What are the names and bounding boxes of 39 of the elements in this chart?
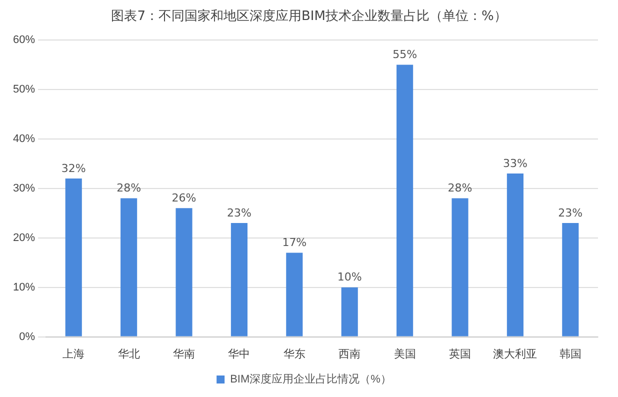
y-tick-label: 10% [12, 281, 36, 294]
x-tick-label: 华南 [173, 347, 196, 360]
bar [452, 198, 468, 336]
x-tick-label: 西南 [338, 347, 361, 360]
y-tick-label: 50% [12, 84, 36, 96]
data-label: 23% [558, 206, 583, 220]
bar [65, 178, 82, 336]
x-tick-label: 澳大利亚 [493, 347, 538, 360]
data-label: 17% [282, 236, 307, 250]
x-tick-label: 韩国 [559, 347, 582, 360]
data-label: 28% [116, 182, 142, 195]
y-tick-label: 30% [12, 182, 36, 194]
data-label: 55% [392, 48, 418, 62]
data-label: 23% [226, 206, 252, 220]
y-tick-label: 0% [19, 330, 36, 343]
y-tick-label: 60% [12, 34, 36, 46]
x-tick-label: 上海 [62, 347, 85, 360]
bar [341, 287, 358, 336]
data-label: 32% [61, 162, 86, 175]
bar [396, 64, 414, 336]
data-label: 33% [502, 156, 528, 170]
x-tick-label: 美国 [394, 347, 416, 360]
legend-label: BIM深度应用企业占比情况（%） [230, 372, 392, 386]
bar [230, 223, 248, 336]
data-label: 26% [172, 192, 196, 205]
y-tick-label: 20% [12, 232, 36, 244]
bar [120, 198, 138, 336]
y-tick-label: 40% [12, 132, 36, 145]
bar [506, 174, 524, 336]
chart-title: 图表7：不同国家和地区深度应用BIM技术企业数量占比（单位：%） [110, 8, 508, 26]
x-tick-label: 华东 [283, 347, 306, 360]
bar [286, 252, 303, 336]
data-label: 28% [448, 182, 472, 195]
bar [562, 223, 579, 336]
x-tick-label: 华北 [118, 347, 140, 360]
bar [176, 208, 192, 336]
data-label: 10% [337, 270, 362, 284]
x-tick-label: 英国 [449, 347, 472, 360]
x-tick-label: 华中 [228, 347, 250, 360]
